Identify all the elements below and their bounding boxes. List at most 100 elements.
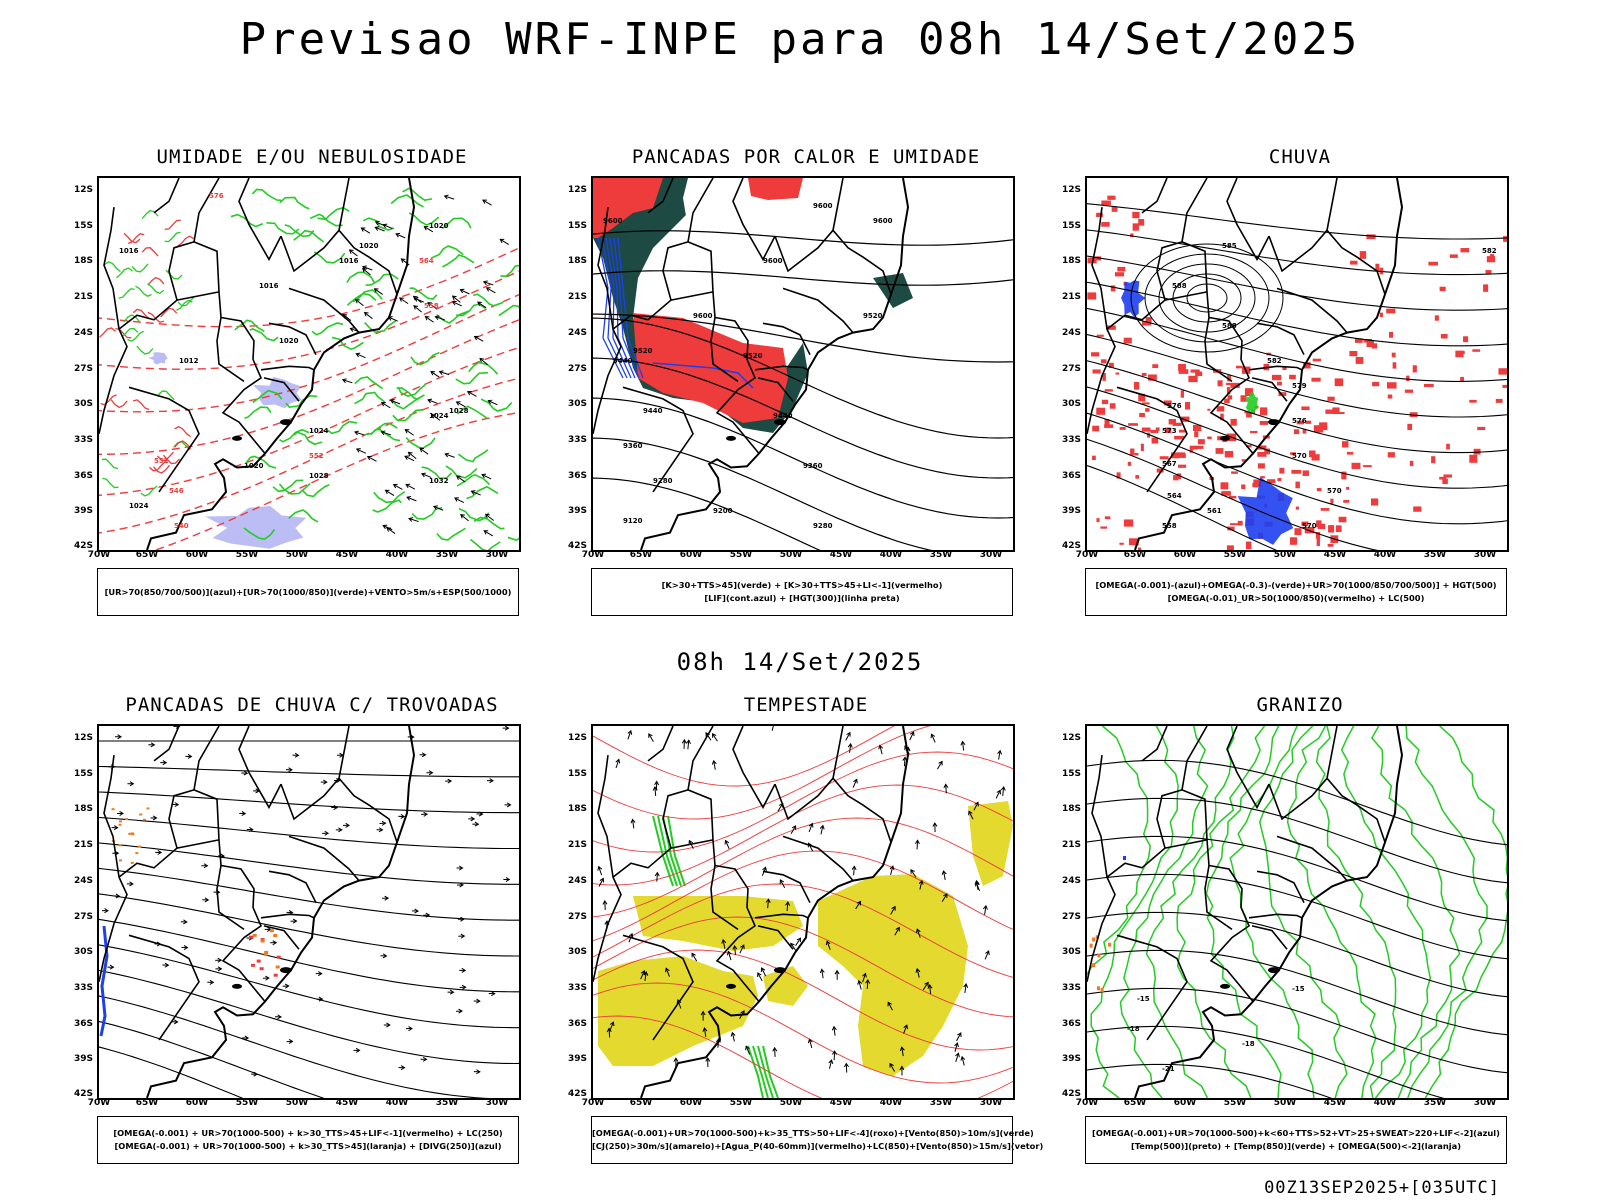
rain-area <box>1100 359 1107 364</box>
geopotential-contour <box>1087 412 1507 525</box>
thickness-contour <box>99 346 519 496</box>
contour-label: 9600 <box>813 202 833 210</box>
rain-core <box>1244 392 1259 414</box>
lon-tick-label: 70W <box>581 1098 605 1108</box>
streamline <box>99 1020 325 1098</box>
contour-label: 1028 <box>449 407 469 415</box>
lat-tick-label: 33S <box>1061 434 1081 445</box>
contour-label: 9600 <box>693 312 713 320</box>
map-rain[interactable]: 585 588 588 582 582 579 576 576 573 570 567 570 564 5… <box>1085 176 1509 552</box>
rain-area <box>1096 334 1104 337</box>
map-hail[interactable]: -15 -15 -18 -18 -21 <box>1085 724 1509 1100</box>
state-border <box>1164 839 1208 849</box>
lon-tick-label: 50W <box>779 550 803 560</box>
state-border <box>288 287 360 334</box>
hail-area <box>1092 937 1096 942</box>
humidity-contour <box>147 276 165 286</box>
rain-area <box>1215 448 1224 454</box>
contour-label: 9360 <box>803 462 823 470</box>
contour-label: 9600 <box>603 217 623 225</box>
contour-label: 1024 <box>429 412 449 420</box>
lake <box>726 983 736 989</box>
storm-area <box>273 973 278 977</box>
height-contour <box>593 270 1013 286</box>
humidity-contour <box>317 206 350 221</box>
rain-area <box>1388 332 1394 338</box>
humidity-contour <box>116 267 133 279</box>
rain-area <box>1379 267 1384 275</box>
lagoon <box>1268 967 1280 974</box>
humidity-contour <box>445 465 478 479</box>
wind-vector <box>890 905 896 915</box>
rain-area <box>1294 528 1302 536</box>
rain-area <box>1241 459 1246 462</box>
state-border <box>128 386 200 493</box>
state-border <box>754 365 809 371</box>
wind-vector <box>968 810 974 820</box>
state-border <box>1251 925 1288 950</box>
strong-rain-area <box>1237 477 1294 545</box>
wind-vector <box>456 475 466 483</box>
streamline-arrow <box>292 752 300 758</box>
streamline <box>99 893 519 957</box>
rain-area <box>1443 474 1453 478</box>
rain-area <box>1477 426 1486 431</box>
humidity-contour <box>279 428 310 443</box>
humidity-contour <box>441 217 472 230</box>
lat-tick-label: 21S <box>1061 292 1081 303</box>
rain-area <box>1293 429 1300 435</box>
humidity-contour <box>313 251 346 264</box>
map-humidity[interactable]: 1016 1016 1020 1020 1012 1020 1024 1024 1028 1032… <box>97 176 521 552</box>
humidity-contour <box>436 310 470 324</box>
rain-area <box>1100 526 1108 529</box>
jet-area <box>633 896 803 951</box>
streamline-arrow <box>456 882 464 888</box>
streamline-arrow <box>113 893 121 899</box>
wind-vector <box>889 1062 895 1072</box>
state-border <box>263 925 300 950</box>
wind-vector <box>807 1038 813 1049</box>
humidity-contour <box>480 398 513 412</box>
wind-vector <box>408 517 419 523</box>
wind-vector <box>927 984 933 995</box>
humidity-contour <box>135 285 152 297</box>
contour-label: 1016 <box>119 247 139 255</box>
humidity-contour <box>469 538 501 550</box>
wind-vector <box>419 447 429 455</box>
hail-area <box>1123 856 1126 860</box>
streamline-arrow <box>150 815 158 821</box>
wind-vector <box>424 315 434 323</box>
humidity-contour <box>411 507 443 520</box>
rain-area <box>1145 317 1152 324</box>
streamline-arrow <box>476 811 484 817</box>
rain-area <box>1152 364 1159 369</box>
wind-vector <box>915 928 921 938</box>
rain-area <box>1110 285 1116 292</box>
lat-tick-label: 39S <box>1061 1054 1081 1065</box>
lat-tick-label: 42S <box>567 541 587 551</box>
lat-tick-label: 18S <box>1061 804 1081 815</box>
lat-tick-label: 30S <box>73 947 93 958</box>
wind-vector <box>481 473 492 480</box>
wind-vector <box>941 870 947 880</box>
rain-area <box>1092 425 1100 432</box>
state-border <box>128 934 200 1041</box>
map-heat-showers[interactable]: 9600 9600 9600 9600 9600 9520 9520 9520 9440 9440… <box>591 176 1015 552</box>
state-border <box>593 206 622 434</box>
wind-vector <box>852 778 858 788</box>
map-storm[interactable] <box>591 724 1015 1100</box>
rain-area <box>1424 383 1434 387</box>
wind-vector <box>451 300 463 307</box>
contour-label: 1016 <box>339 257 359 265</box>
lat-tick-label: 42S <box>73 1089 93 1099</box>
rain-area <box>1104 424 1114 428</box>
rain-area <box>1141 427 1151 432</box>
rain-area <box>1341 441 1349 448</box>
rain-area <box>1133 382 1140 390</box>
map-thunderstorm-showers[interactable] <box>97 724 521 1100</box>
rain-area <box>1317 523 1326 530</box>
lat-tick-label: 42S <box>73 541 93 551</box>
lake <box>726 435 736 441</box>
rain-area <box>1495 398 1503 403</box>
streamline <box>99 944 519 1029</box>
